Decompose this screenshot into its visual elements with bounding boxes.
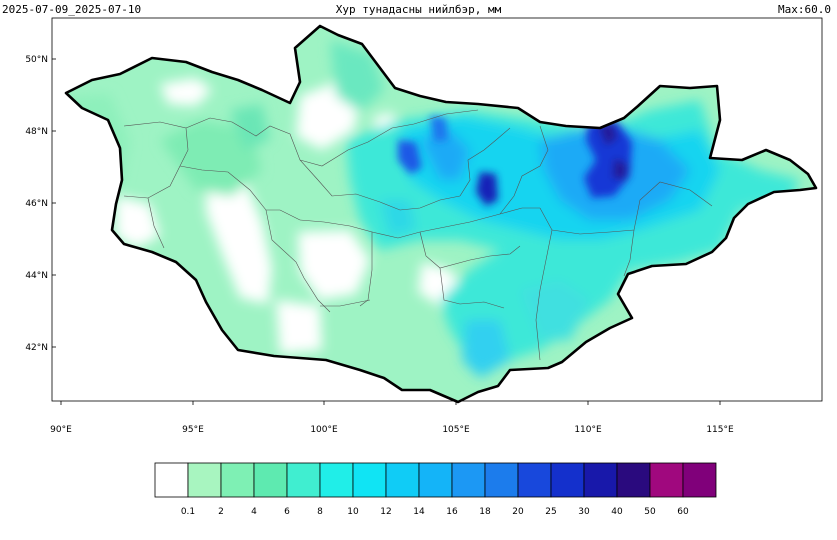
colorbar-label: 10 <box>347 507 359 517</box>
colorbar-swatch <box>550 462 585 498</box>
colorbar-swatch <box>682 462 717 498</box>
colorbar-label: 0.1 <box>181 507 195 517</box>
map-title: Хур тунадасны нийлбэр, мм <box>335 3 502 16</box>
colorbar-label: 25 <box>545 507 556 517</box>
lat-tick-label: 42°N <box>25 343 48 353</box>
colorbar-label: 12 <box>380 507 391 517</box>
dry-area-gobi-center <box>298 230 370 300</box>
colorbar-swatch <box>220 462 255 498</box>
lon-tick-label: 115°E <box>706 425 734 435</box>
colorbar-label: 60 <box>677 507 689 517</box>
colorbar-swatch <box>385 462 420 498</box>
heavy-rain-core-east-max-2 <box>612 158 628 180</box>
lat-axis: 50°N 48°N 46°N 44°N 42°N <box>25 55 56 353</box>
colorbar-label: 8 <box>317 507 323 517</box>
lon-tick-label: 105°E <box>442 425 470 435</box>
colorbar-label: 40 <box>611 507 623 517</box>
colorbar-swatch <box>517 462 552 498</box>
colorbar: 0.1 2 4 6 8 10 12 14 16 18 20 25 30 40 50 60 <box>154 462 717 517</box>
colorbar-swatch <box>649 462 684 498</box>
lat-tick-label: 44°N <box>25 271 48 281</box>
colorbar-swatch <box>319 462 354 498</box>
colorbar-label: 50 <box>644 507 656 517</box>
colorbar-swatch <box>583 462 618 498</box>
lat-tick-label: 48°N <box>25 127 48 137</box>
colorbar-label: 14 <box>413 507 425 517</box>
colorbar-swatch <box>451 462 486 498</box>
dry-area-west <box>160 78 212 106</box>
colorbar-label: 16 <box>446 507 458 517</box>
lat-tick-label: 46°N <box>25 199 48 209</box>
country-border <box>64 24 818 404</box>
dry-area-south <box>276 300 322 354</box>
colorbar-label: 2 <box>218 507 224 517</box>
colorbar-label: 20 <box>512 507 524 517</box>
colorbar-label: 6 <box>284 507 290 517</box>
heavy-rain-core-central <box>476 172 498 206</box>
colorbar-label: 18 <box>479 507 491 517</box>
colorbar-swatch <box>154 462 189 498</box>
lon-tick-label: 95°E <box>182 425 204 435</box>
colorbar-swatch <box>484 462 519 498</box>
lon-tick-label: 100°E <box>310 425 338 435</box>
colorbar-swatch <box>616 462 651 498</box>
lon-axis: 90°E 95°E 100°E 105°E 110°E 115°E <box>50 401 734 435</box>
province-borders <box>123 109 713 361</box>
colorbar-label: 4 <box>251 507 257 517</box>
dry-area-gobi-west <box>206 170 272 304</box>
colorbar-swatch <box>286 462 321 498</box>
max-value-label: Max:60.0 <box>778 3 831 16</box>
colorbar-swatch <box>352 462 387 498</box>
colorbar-swatch <box>253 462 288 498</box>
heavy-rain-core-west <box>398 140 422 174</box>
lat-tick-label: 50°N <box>25 55 48 65</box>
colorbar-swatch <box>187 462 222 498</box>
colorbar-swatch <box>418 462 453 498</box>
colorbar-label: 30 <box>578 507 590 517</box>
date-range-label: 2025-07-09_2025-07-10 <box>2 3 142 16</box>
lon-tick-label: 110°E <box>574 425 602 435</box>
dry-area-southwest <box>116 196 160 248</box>
lon-tick-label: 90°E <box>50 425 72 435</box>
